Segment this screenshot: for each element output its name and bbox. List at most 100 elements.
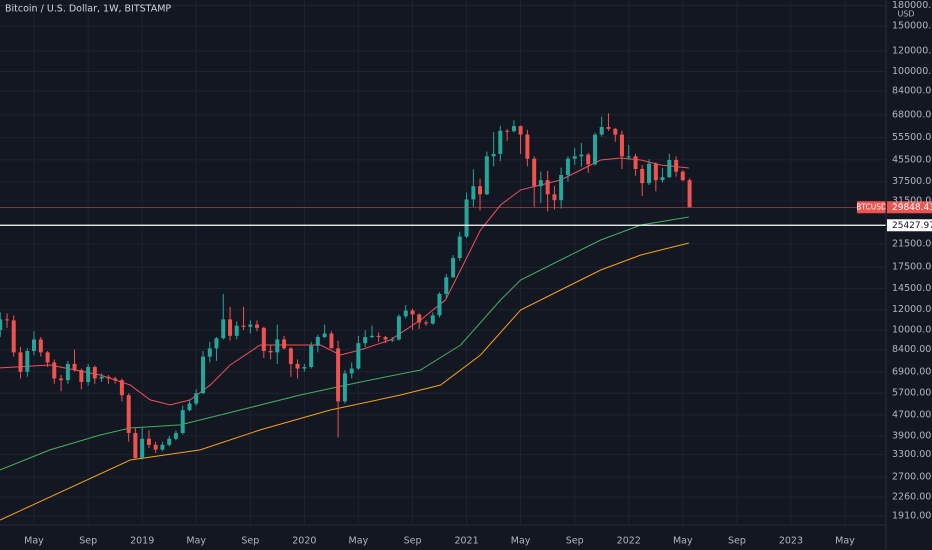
symbol-tag <box>857 201 886 214</box>
candle-body <box>613 128 618 135</box>
candle-body <box>505 130 510 132</box>
y-tick-label: 37500.00 <box>892 176 932 187</box>
candle-body <box>471 186 476 200</box>
candle-body <box>633 156 638 169</box>
candle-body <box>593 134 598 165</box>
moving-average <box>0 242 690 521</box>
candle-body <box>687 180 692 208</box>
symbol-label: BTCUSD <box>856 202 887 211</box>
candle-body <box>194 393 199 404</box>
candle-body <box>464 199 469 237</box>
candle-body <box>674 159 679 172</box>
candle-body <box>518 126 523 135</box>
candles <box>0 113 692 460</box>
candle-body <box>146 438 151 445</box>
candle-body <box>268 351 273 353</box>
y-tick-label: 2700.00 <box>892 472 931 483</box>
y-tick-label: 45500.00 <box>892 154 932 165</box>
candle-body <box>369 335 374 338</box>
y-tick-label: 12000.00 <box>892 304 932 315</box>
x-tick-label: Sep <box>79 536 97 547</box>
y-tick-label: 68000.00 <box>892 109 932 120</box>
y-tick-label: 31500.00 <box>892 196 932 207</box>
candle-body <box>396 316 401 340</box>
y-tick-label: 3300.00 <box>892 449 931 460</box>
candle-body <box>261 327 266 352</box>
candle-body <box>295 363 300 369</box>
candle-body <box>248 324 253 327</box>
y-tick-label: 8400.00 <box>892 344 931 355</box>
candle-body <box>153 444 158 450</box>
y-tick-label: 2260.00 <box>892 492 931 503</box>
candle-body <box>79 370 84 382</box>
candle-body <box>288 348 293 364</box>
candle-body <box>45 352 50 363</box>
candle-body <box>653 163 658 181</box>
candle-body <box>491 153 496 157</box>
candle-body <box>437 293 442 316</box>
candle-body <box>606 127 611 129</box>
candle-body <box>18 352 23 372</box>
candle-body <box>207 348 212 357</box>
candle-body <box>538 180 543 187</box>
candle-body <box>660 177 665 181</box>
x-tick-label: 2021 <box>454 536 478 547</box>
candle-body <box>478 186 483 195</box>
candle-body <box>5 319 10 321</box>
candle-body <box>200 356 205 394</box>
candle-body <box>119 380 124 396</box>
candle-body <box>376 335 381 338</box>
candle-body <box>579 154 584 157</box>
candle-body <box>572 156 577 159</box>
candle-body <box>424 322 429 324</box>
candle-body <box>126 395 131 433</box>
candle-body <box>173 432 178 439</box>
candle-body <box>390 339 395 341</box>
currency-label: USD <box>897 10 914 19</box>
candle-body <box>619 134 624 157</box>
candle-body <box>228 319 233 336</box>
candle-body <box>99 376 104 379</box>
candle-body <box>180 410 185 433</box>
x-tick-label: May <box>835 536 855 547</box>
candle-body <box>160 444 165 450</box>
x-tick-label: 2019 <box>130 536 154 547</box>
candle-body <box>31 339 36 352</box>
y-tick-label: 55500.00 <box>892 132 932 143</box>
grid <box>0 0 886 525</box>
candle-body <box>680 171 685 181</box>
y-tick-label: 3900.00 <box>892 430 931 441</box>
candle-body <box>565 158 570 175</box>
level-label: 25427.97 <box>892 221 932 231</box>
candle-body <box>626 156 631 158</box>
y-tick-label: 4700.00 <box>892 409 931 420</box>
candle-body <box>187 403 192 411</box>
candle-body <box>349 368 354 374</box>
level-tag <box>887 219 932 232</box>
y-tick-label: 14500.00 <box>892 283 932 294</box>
candle-body <box>72 363 77 371</box>
candle-body <box>275 339 280 353</box>
candle-body <box>667 159 672 178</box>
candle-body <box>133 432 138 459</box>
price-label: 29848.43 <box>892 203 932 213</box>
candle-body <box>221 319 226 339</box>
candle-body <box>410 310 415 315</box>
candle-body <box>336 348 341 402</box>
x-tick-label: Sep <box>404 536 422 547</box>
y-tick-label: 120000.00 <box>892 46 932 57</box>
candle-body <box>214 338 219 349</box>
candle-body <box>525 134 530 159</box>
y-tick-label: 10000.00 <box>892 325 932 336</box>
candle-body <box>599 127 604 135</box>
candle-body <box>647 163 652 184</box>
candle-body <box>586 154 591 165</box>
x-tick-label: Sep <box>566 536 584 547</box>
candle-body <box>532 158 537 187</box>
candle-body <box>106 376 111 379</box>
y-tick-label: 100000.00 <box>892 66 932 77</box>
candle-body <box>315 337 320 346</box>
